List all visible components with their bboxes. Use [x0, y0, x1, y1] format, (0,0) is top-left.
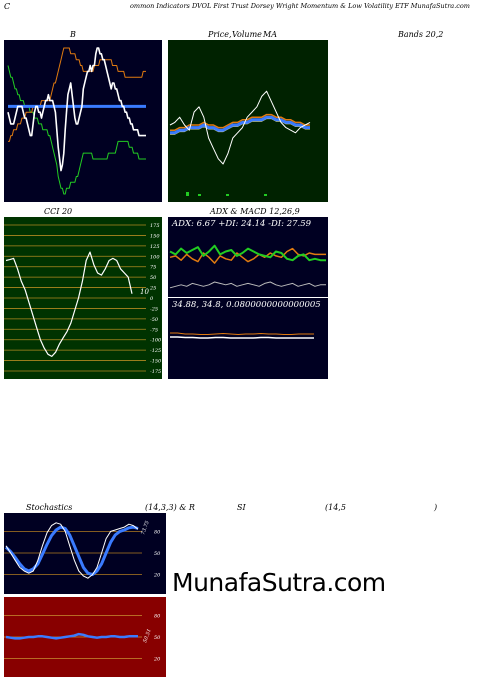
volume-bar — [264, 194, 267, 196]
adx-panel — [168, 217, 328, 297]
macd-panel — [168, 298, 328, 379]
pv-ma-orange — [170, 113, 310, 131]
stoch-tick-label: 80 — [154, 529, 161, 535]
cci-tick-label: -100 — [150, 338, 162, 344]
cci-tick-label: -150 — [150, 359, 162, 365]
volume-bar — [226, 194, 229, 196]
cci-last-label: 10 — [140, 288, 149, 296]
rsi-tick-label: 50 — [154, 635, 161, 641]
rsi-label: SI — [237, 503, 246, 512]
cci-tick-label: 75 — [150, 265, 156, 271]
stoch-k-line — [5, 522, 139, 579]
adx-macd-label: ADX & MACD 12,26,9 — [210, 207, 300, 216]
volume-label: Volume — [232, 30, 262, 39]
bands-params-label: Bands 20,2 — [398, 30, 444, 39]
cci-tick-label: -50 — [150, 317, 159, 323]
rsi-params: (14,5 — [325, 503, 346, 512]
ma-label: MA — [263, 30, 277, 39]
rsi-last-label: 50.51 — [142, 628, 153, 644]
rsi-tick-label: 80 — [154, 613, 161, 619]
stoch-panel: 80 50 20 73.75 — [4, 513, 166, 594]
stoch-last-label: 73.75 — [140, 520, 151, 536]
bb-close-line — [7, 47, 146, 172]
page-title: ommon Indicators DVOL First Trust Dorsey… — [130, 2, 470, 10]
header-c: C — [4, 2, 11, 11]
rsi-panel: 80 50 20 50.51 — [4, 597, 166, 677]
stoch-tick-label: 20 — [153, 573, 161, 579]
cci-tick-label: 0 — [150, 296, 154, 302]
stoch-bg — [4, 513, 166, 594]
cci-line — [5, 251, 133, 357]
cci-tick-label: 25 — [149, 286, 156, 292]
macd-signal-line — [170, 336, 314, 339]
cci-tick-label: 175 — [150, 223, 160, 229]
bb-lower-line — [8, 47, 146, 142]
cci-panel: 175 150 125 100 75 50 25 0 -25 -50 -75 -100 -125 -150… — [4, 217, 162, 379]
volume-bar — [186, 192, 189, 196]
macd-values: 34.88, 34.8, 0.0800000000000005 — [172, 300, 321, 310]
adx-line — [169, 281, 326, 289]
cci-tick-label: -25 — [150, 306, 158, 312]
volume-bar — [198, 194, 201, 196]
cci-tick-label: -125 — [150, 348, 161, 354]
cci-tick-label: 100 — [150, 254, 160, 260]
pv-ma-blue — [170, 115, 310, 135]
stoch-d-line — [4, 525, 139, 577]
price-label: Price, — [208, 30, 232, 39]
cci-tick-label: 50 — [150, 275, 157, 281]
plus-di-line — [169, 244, 326, 262]
rsi-tick-label: 20 — [153, 657, 161, 663]
bollinger-bg — [4, 40, 162, 202]
cci-label: CCI 20 — [44, 207, 73, 216]
cci-tick-label: -175 — [150, 369, 161, 375]
stoch-params: (14,3,3) & R — [145, 503, 195, 512]
rsi-line — [5, 632, 138, 640]
macd-line — [170, 332, 314, 335]
stoch-tick-label: 50 — [154, 551, 161, 557]
adx-values: ADX: 6.67 +DI: 24.14 -DI: 27.59 — [172, 219, 312, 229]
watermark: MunafaSutra.com — [172, 568, 386, 597]
bands-label: B — [70, 30, 76, 39]
cci-tick-label: 150 — [150, 233, 160, 239]
rsi-close: ) — [434, 503, 438, 512]
cci-tick-label: 125 — [150, 244, 160, 250]
cci-tick-label: -75 — [150, 327, 158, 333]
stoch-label: Stochastics — [26, 503, 73, 512]
bollinger-panel — [4, 40, 162, 202]
pv-close-line — [169, 90, 311, 165]
price-panel — [168, 40, 328, 202]
